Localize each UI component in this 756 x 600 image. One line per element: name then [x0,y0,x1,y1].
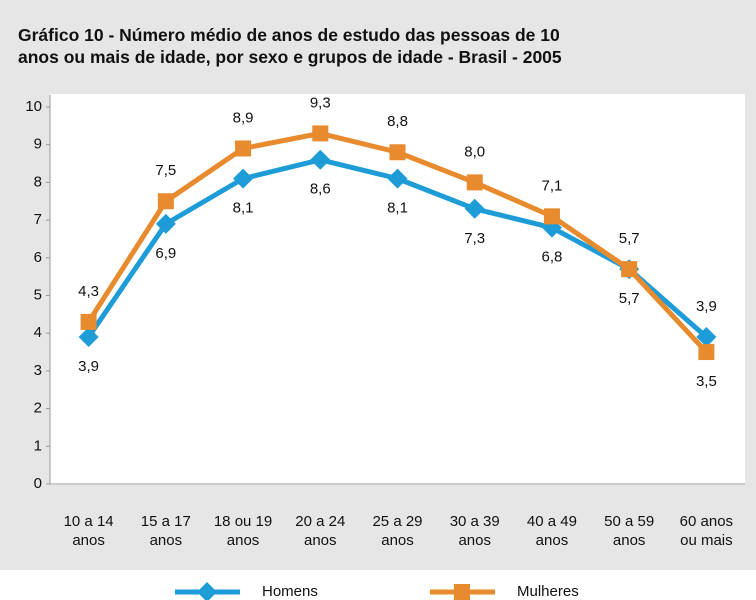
y-tick-label: 7 [34,211,42,228]
marker [78,326,99,347]
x-tick-label: 10 a 14 anos [63,513,114,549]
data-label: 8,1 [387,200,408,217]
chart-title: Gráfico 10 - Número médio de anos de est… [18,25,562,67]
data-label: 8,6 [310,181,331,198]
x-tick-label: 30 a 39 anos [449,513,500,549]
marker [466,174,483,191]
x-tick-label: 20 a 24 anos [295,513,346,549]
marker [464,198,485,219]
y-tick-label: 8 [34,173,42,190]
y-tick-label: 5 [34,286,42,303]
y-tick-label: 2 [34,400,42,417]
data-label: 3,9 [696,298,717,315]
marker [233,168,254,189]
legend-label: Homens [262,583,318,600]
data-label: 6,8 [542,249,563,266]
x-tick-label: 25 a 29 anos [372,513,423,549]
data-label: 6,9 [155,245,176,262]
data-label: 8,0 [464,143,485,160]
marker [312,125,329,142]
marker [698,344,715,361]
x-tick-label: 60 anos ou mais [679,513,734,549]
y-tick-label: 3 [34,362,42,379]
marker [197,582,217,600]
data-label: 3,9 [78,358,99,375]
y-tick-label: 4 [34,324,42,341]
legend-label: Mulheres [517,583,579,600]
x-tick-label: 40 a 49 anos [526,513,577,549]
marker [696,326,717,347]
y-tick-label: 10 [25,98,42,115]
marker [235,140,252,157]
marker [454,584,470,600]
x-tick-label: 18 ou 19 anos [213,513,273,549]
data-label: 7,1 [542,177,563,194]
data-label: 9,3 [310,94,331,111]
data-label: 5,7 [619,230,640,247]
marker [310,149,331,170]
y-tick-label: 1 [34,437,42,454]
x-tick-label: 15 a 17 anos [140,513,191,549]
data-label: 3,5 [696,373,717,390]
marker [80,313,97,330]
data-label: 8,9 [233,109,254,126]
data-label: 4,3 [78,283,99,300]
y-tick-label: 0 [34,475,42,492]
marker [157,193,174,210]
data-label: 7,5 [155,162,176,179]
data-label: 5,7 [619,290,640,307]
x-tick-label: 50 a 59 anos [604,513,655,549]
marker [389,144,406,161]
y-tick-label: 6 [34,249,42,266]
marker [387,168,408,189]
data-label: 8,8 [387,113,408,130]
marker [543,208,560,225]
marker [621,261,638,278]
y-tick-label: 9 [34,136,42,153]
marker [155,213,176,234]
data-label: 8,1 [233,200,254,217]
data-label: 7,3 [464,230,485,247]
